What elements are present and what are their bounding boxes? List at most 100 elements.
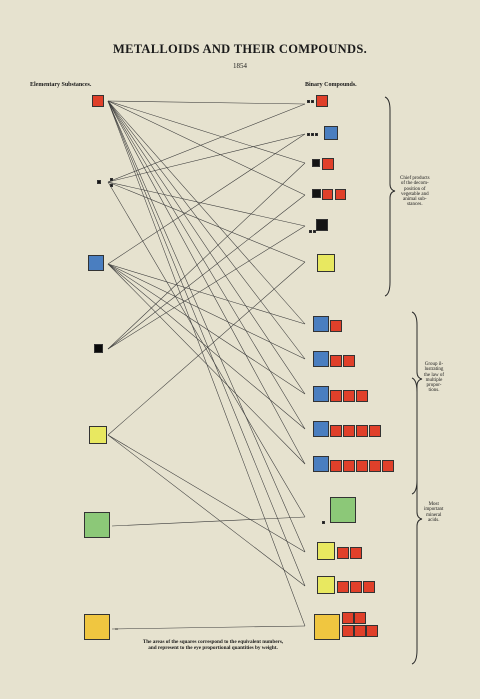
link-line-6 (107, 100, 306, 430)
link-line-16 (107, 133, 306, 265)
hydrogen-tick-1 (110, 184, 113, 187)
compound-9-red-1 (343, 390, 355, 402)
bracket-note-3-line-3: mineral (426, 512, 442, 518)
compound-8-square-1 (330, 355, 342, 367)
compound-2-square-3 (315, 133, 318, 136)
compound-2-square-0 (324, 126, 338, 140)
compound-10-square-0 (313, 421, 329, 437)
bracket-note-3: Most important mineral acids. (424, 502, 443, 523)
compound-13-square-2 (350, 547, 362, 559)
bracket-note-2-line-5: propor- (426, 383, 442, 388)
page-title: METALLOIDS AND THEIR COMPOUNDS. (112, 42, 367, 56)
link-line-9 (107, 100, 306, 587)
compound-15-red-2 (342, 625, 354, 637)
link-line-19 (107, 263, 306, 395)
link-line-8 (107, 100, 306, 553)
compound-11-square-0 (313, 456, 329, 472)
footnote-line-1: The areas of the squares correspond to t… (142, 639, 284, 645)
compound-15-red-0 (342, 612, 354, 624)
bracket-note-1-line-4: vegetable and (400, 191, 429, 197)
link-line-25 (107, 261, 306, 436)
compound-13-square-1 (337, 547, 349, 559)
bracket-note-2-line-2: lustrating (424, 367, 444, 373)
year: 1854 (233, 62, 247, 70)
compound-11-red-1 (343, 460, 355, 472)
link-line-12 (107, 133, 306, 183)
compound-10-red-2 (356, 425, 368, 437)
bracket-note-2-line-1: Group il- (424, 362, 444, 367)
compound-14-square-3 (363, 581, 375, 593)
link-line-28 (111, 516, 306, 527)
compound-15-red-1 (354, 612, 366, 624)
link-line-18 (107, 263, 306, 360)
link-line-15 (107, 181, 306, 518)
compound-10-red-0 (330, 425, 342, 437)
compound-11-red-0 (330, 460, 342, 472)
compound-2-square-2 (311, 133, 314, 136)
compound-7-square-1 (330, 320, 342, 332)
compound-1-square-2 (311, 100, 314, 103)
bracket-note-1: Chief products of the decom-position of ve… (400, 176, 430, 208)
compound-14-square-2 (350, 581, 362, 593)
compound-15-red-3 (354, 625, 366, 637)
link-line-2 (107, 100, 306, 196)
compound-11-red-4 (382, 460, 394, 472)
compound-3-square-0 (312, 159, 320, 167)
link-line-5 (107, 100, 306, 395)
compound-1-square-0 (316, 95, 328, 107)
element-square-phosphorus (84, 614, 110, 640)
compound-11-red-3 (369, 460, 381, 472)
footnote-line-2: and represent to the eye proportional qu… (148, 645, 278, 652)
link-line-24 (107, 225, 306, 350)
bracket-note-2-line-3: the law of (424, 372, 444, 378)
link-line-23 (107, 194, 306, 350)
link-line-29 (111, 625, 306, 630)
bracket-note-2: Group il-lustrating the law of multiple pro… (424, 362, 444, 394)
compound-8-square-0 (313, 351, 329, 367)
link-line-7 (107, 100, 306, 465)
compound-14-square-0 (317, 576, 335, 594)
bracket-note-3-line-1: Most (428, 502, 439, 507)
compound-5-square-2 (313, 230, 316, 233)
link-line-14 (107, 181, 306, 263)
link-line-0 (107, 100, 306, 105)
bracket-note-3-line-4: acids. (427, 517, 440, 523)
bracket-note-2-line-6: tions. (428, 388, 440, 394)
right-column-header: Binary Compounds. (305, 82, 357, 88)
footnote: The areas of the squares correspond to t… (118, 639, 308, 651)
element-square-chlorine (84, 512, 110, 538)
element-square-sulphur (89, 426, 107, 444)
compound-9-square-0 (313, 386, 329, 402)
bracket-note-1-line-2: of the decom- (400, 181, 429, 187)
hydrogen-tick-0 (110, 178, 113, 181)
link-line-3 (107, 100, 306, 325)
compound-12-square-1 (322, 521, 325, 524)
compound-4-square-0 (312, 189, 321, 198)
element-square-carbon (94, 344, 103, 353)
element-square-nitrogen (88, 255, 104, 271)
compound-3-square-1 (322, 158, 334, 170)
compound-10-red-3 (369, 425, 381, 437)
compound-5-square-1 (309, 230, 312, 233)
link-line-20 (107, 263, 306, 430)
link-line-27 (107, 434, 306, 587)
bracket-mineral-acids (411, 377, 423, 665)
compound-1-square-1 (307, 100, 310, 103)
link-line-4 (107, 100, 306, 360)
bracket-chief-products (384, 96, 396, 297)
link-line-26 (107, 434, 306, 553)
compound-6-square-0 (317, 254, 335, 272)
link-line-10 (107, 100, 306, 627)
compound-12-square-0 (330, 497, 356, 523)
compound-2-square-1 (307, 133, 310, 136)
compound-15-square-0 (314, 614, 340, 640)
bracket-note-1-line-3: position of (404, 186, 426, 192)
compound-13-square-0 (317, 542, 335, 560)
compound-4-square-1 (322, 189, 333, 200)
compound-14-square-1 (337, 581, 349, 593)
bracket-note-3-line-2: important (424, 507, 444, 513)
compound-9-red-2 (356, 390, 368, 402)
compound-8-square-2 (343, 355, 355, 367)
